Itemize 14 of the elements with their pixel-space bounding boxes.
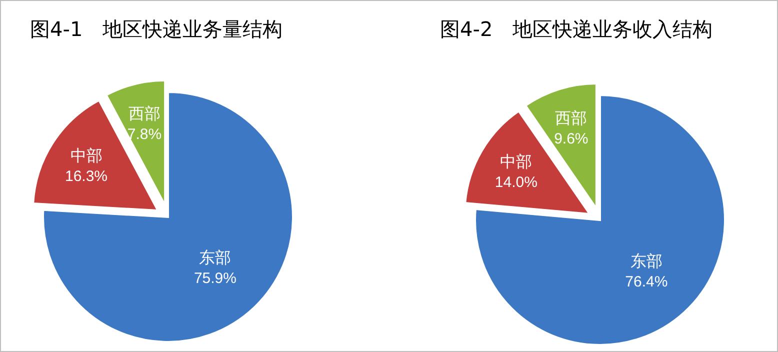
data-label: 16.3% [64,168,108,185]
chart-title: 图4-2 地区快递业务收入结构 [440,17,713,41]
slice-label: 西部 [555,109,588,128]
chart-title: 图4-1 地区快递业务量结构 [30,17,283,41]
data-label: 76.4% [625,274,668,291]
slice-label: 西部 [128,104,160,123]
data-label: 75.9% [194,270,236,287]
data-label: 9.6% [554,130,588,148]
slice-label: 中部 [500,153,532,172]
slice-label: 中部 [70,146,102,165]
slice-label: 东部 [630,252,662,271]
data-label: 7.8% [127,126,162,143]
data-label: 14.0% [494,174,538,192]
slice-label: 东部 [199,248,232,267]
